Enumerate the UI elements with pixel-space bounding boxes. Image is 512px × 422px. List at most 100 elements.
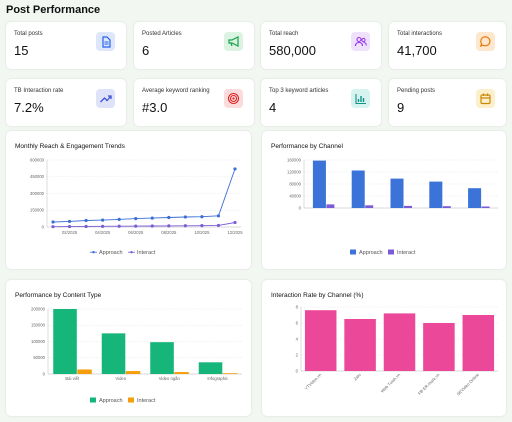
x-tick-label: 02/2025 — [62, 230, 78, 235]
megaphone-icon — [224, 32, 243, 51]
data-point — [101, 218, 105, 222]
data-point — [233, 220, 237, 225]
stat-card-4: Total interactions 41,700 — [389, 22, 506, 69]
y-tick-label: 4 — [296, 336, 299, 341]
data-point — [51, 220, 55, 224]
bar-approach — [198, 362, 223, 374]
y-tick-label: 100000 — [31, 339, 46, 344]
data-point — [167, 224, 171, 228]
bar-interaction-rate — [344, 319, 376, 371]
x-tick-label: Video ngắn — [159, 376, 181, 381]
bar-approach — [390, 178, 404, 208]
stat-value: #3.0 — [142, 100, 168, 115]
bar-interact — [174, 372, 189, 374]
bar-interact — [481, 206, 490, 208]
y-tick-label: 300000 — [30, 191, 45, 196]
bar-interact — [442, 206, 451, 208]
data-point — [183, 224, 187, 228]
stat-value: 4 — [269, 100, 277, 115]
legend-marker — [350, 249, 356, 255]
bar-approach — [429, 181, 443, 208]
stat-card-1: Total posts 15 — [6, 22, 126, 69]
y-tick-label: 150000 — [30, 208, 45, 213]
y-tick-label: 150000 — [31, 323, 46, 328]
chart-title: Performance by Content Type — [15, 292, 102, 299]
data-point — [67, 224, 72, 229]
y-tick-label: 50000 — [33, 355, 45, 360]
data-point — [117, 224, 121, 228]
bar-approach — [351, 170, 365, 208]
stat-card-2: Posted Articles 6 — [134, 22, 254, 69]
x-tick-label: Infographic — [207, 376, 228, 381]
bar-approach — [53, 309, 77, 374]
stat-value: 41,700 — [397, 43, 437, 58]
y-tick-label: 0 — [42, 224, 45, 229]
y-tick-label: 0 — [43, 371, 46, 376]
y-tick-label: 2 — [296, 352, 299, 357]
data-point — [200, 215, 204, 219]
chat-bubble-icon — [476, 32, 495, 51]
legend-marker-dot — [92, 251, 95, 254]
stat-card-3: Total reach 580,000 — [261, 22, 381, 69]
data-point — [200, 224, 204, 228]
data-point — [233, 167, 237, 171]
y-tick-label: 600000 — [30, 157, 45, 162]
x-tick-label: 10/2025 — [194, 230, 210, 235]
stat-label: Top 3 keyword articles — [269, 88, 329, 94]
y-tick-label: 0 — [296, 368, 299, 373]
y-tick-label: 450000 — [30, 174, 45, 179]
calendar-icon — [476, 89, 495, 108]
y-tick-label: 160000 — [287, 157, 302, 162]
bar-approach — [312, 160, 326, 208]
stat-card-5: TB Interaction rate 7.2% — [6, 79, 126, 126]
legend-label: Interact — [137, 398, 156, 404]
y-tick-label: 40000 — [289, 193, 301, 198]
stat-label: TB Interaction rate — [14, 88, 64, 94]
data-point — [51, 225, 55, 229]
legend-marker — [90, 397, 96, 403]
reach-trend-chart: Monthly Reach & Engagement Trends 600000 4… — [6, 131, 251, 269]
legend-label: Approach — [359, 250, 383, 256]
x-tick-label: Video — [115, 376, 126, 381]
legend-label: Approach — [99, 398, 123, 404]
data-point — [67, 219, 72, 224]
stat-label: Total reach — [269, 31, 299, 37]
x-tick-label: Web Tuiah.vn — [380, 372, 402, 394]
stat-label: Average keyword ranking — [142, 88, 210, 94]
data-point — [84, 218, 88, 223]
bar-approach — [101, 333, 126, 374]
stat-label: Posted Articles — [142, 31, 182, 37]
legend-marker — [388, 249, 394, 255]
document-icon — [96, 32, 115, 51]
users-icon — [351, 32, 370, 51]
interaction-rate-chart: Interaction Rate by Channel (%) 8 6 4 2 0 YTVi… — [262, 280, 506, 416]
y-tick-label: 8 — [296, 304, 299, 309]
x-tick-label: 04/2025 — [95, 230, 111, 235]
stat-card-6: Average keyword ranking #3.0 — [134, 79, 254, 126]
y-tick-label: 6 — [296, 320, 299, 325]
x-tick-label: 08/2025 — [161, 230, 177, 235]
bar-interact — [404, 205, 412, 208]
series-line-interact — [52, 222, 236, 228]
data-point — [183, 215, 187, 219]
stat-value: 580,000 — [269, 43, 316, 58]
bar-interaction-rate — [383, 313, 416, 371]
stat-card-7: Top 3 keyword articles 4 — [261, 79, 381, 126]
data-point — [150, 224, 154, 228]
y-tick-label: 80000 — [289, 181, 301, 186]
stat-label: Total posts — [14, 31, 43, 37]
x-tick-label: SEVideo Online — [456, 372, 481, 397]
stat-value: 6 — [142, 43, 150, 58]
data-point — [216, 223, 221, 228]
bar-interact — [222, 373, 238, 374]
x-tick-label: FB ER.mark.vn — [417, 372, 441, 396]
y-tick-label: 0 — [299, 205, 302, 210]
x-tick-label: YTVideo.vn — [304, 372, 323, 391]
page-title: Post Performance — [6, 4, 101, 16]
bar-interaction-rate — [462, 315, 495, 371]
stat-value: 9 — [397, 100, 405, 115]
x-tick-label: Zalo — [353, 372, 363, 382]
content-type-chart: Performance by Content Type 200000 150000 1… — [6, 280, 251, 416]
stat-value: 15 — [14, 43, 29, 58]
legend-label: Approach — [99, 250, 123, 256]
